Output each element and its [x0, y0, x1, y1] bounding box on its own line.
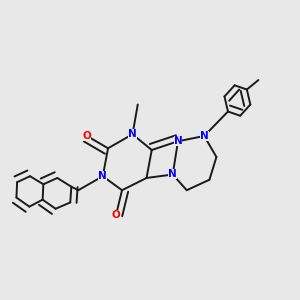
- Text: O: O: [83, 131, 92, 141]
- Text: N: N: [128, 129, 137, 139]
- Text: O: O: [112, 210, 121, 220]
- Text: N: N: [200, 131, 208, 141]
- Text: N: N: [98, 171, 107, 181]
- Text: N: N: [168, 169, 177, 179]
- Text: N: N: [174, 136, 182, 146]
